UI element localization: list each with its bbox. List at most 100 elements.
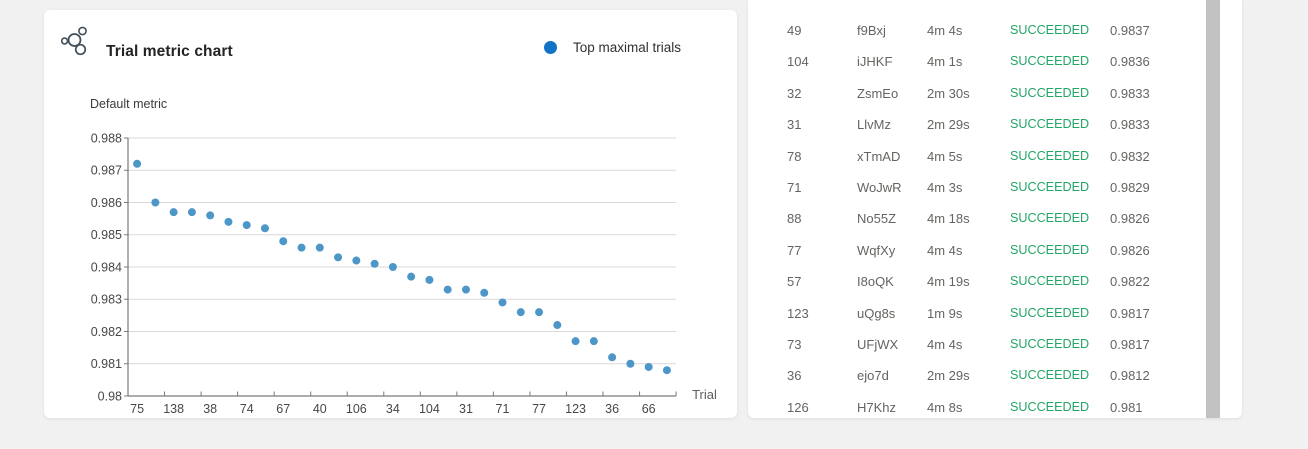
trial-metric-cell: 0.9832 <box>1110 148 1150 164</box>
x-axis-tick-label: 106 <box>346 402 367 416</box>
chart-card-header: Trial metric chart Top maximal trials <box>44 10 737 80</box>
scatter-point[interactable] <box>443 285 452 294</box>
trial-status-badge: SUCCEEDED <box>1010 399 1090 414</box>
trial-status-badge: SUCCEEDED <box>1010 305 1090 320</box>
trial-metric-cell: 0.9833 <box>1110 85 1150 101</box>
trial-duration-cell: 4m 1s <box>927 54 963 70</box>
trial-id-cell: WoJwR <box>857 180 902 195</box>
x-axis-tick-label: 38 <box>203 402 217 416</box>
y-axis-tick-label: 0.984 <box>91 260 122 274</box>
trial-number-cell: 88 <box>787 211 802 227</box>
y-axis-tick-label: 0.983 <box>91 293 122 307</box>
trial-duration-cell: 1m 9s <box>927 305 963 321</box>
table-row[interactable]: 57 I8oQK 4m 19s SUCCEEDED 0.9822 <box>748 266 1242 297</box>
scatter-point[interactable] <box>334 253 343 262</box>
chart-title: Trial metric chart <box>106 43 233 60</box>
trial-id-cell: iJHKF <box>857 54 893 70</box>
scatter-point[interactable] <box>498 298 507 307</box>
y-axis-tick-label: 0.982 <box>91 325 122 339</box>
trial-id-cell: uQg8s <box>857 305 896 321</box>
scatter-point[interactable] <box>260 224 269 233</box>
scatter-point[interactable] <box>315 243 324 252</box>
trial-number-cell: 32 <box>787 85 802 101</box>
y-axis-tick-label: 0.988 <box>91 131 122 145</box>
scatter-point[interactable] <box>297 243 306 252</box>
trial-metric-cell: 0.9837 <box>1110 23 1150 38</box>
trial-duration-cell: 4m 18s <box>927 211 970 227</box>
scatter-point[interactable] <box>151 198 160 207</box>
trial-duration-cell: 2m 29s <box>927 117 970 133</box>
y-axis-tick-label: 0.986 <box>91 196 122 210</box>
table-row[interactable]: 77 WqfXy 4m 4s SUCCEEDED 0.9826 <box>748 235 1242 266</box>
trial-duration-cell: 4m 4s <box>927 242 963 258</box>
x-axis-title: Trial <box>692 387 717 402</box>
scatter-point[interactable] <box>425 275 434 284</box>
scatter-point[interactable] <box>461 285 470 294</box>
trial-number-cell: 123 <box>787 305 809 321</box>
scatter-point[interactable] <box>535 308 544 317</box>
scatter-point[interactable] <box>662 366 671 375</box>
trial-metric-cell: 0.9822 <box>1110 274 1150 290</box>
table-row[interactable]: 49 f9Bxj 4m 4s SUCCEEDED 0.9837 <box>748 15 1242 46</box>
trial-status-badge: SUCCEEDED <box>1010 242 1090 257</box>
scatter-point[interactable] <box>169 208 178 217</box>
y-axis-tick-label: 0.98 <box>98 389 122 403</box>
table-row[interactable]: 88 No55Z 4m 18s SUCCEEDED 0.9826 <box>748 203 1242 234</box>
table-scrollbar[interactable] <box>1206 0 1223 418</box>
table-row[interactable]: 104 iJHKF 4m 1s SUCCEEDED 0.9836 <box>748 46 1242 77</box>
trial-id-cell: f9Bxj <box>857 23 886 38</box>
scatter-point[interactable] <box>571 337 580 346</box>
scatter-point[interactable] <box>133 159 142 168</box>
scatter-point[interactable] <box>370 259 379 268</box>
scatter-point[interactable] <box>388 263 397 271</box>
scrollbar-thumb[interactable] <box>1206 0 1220 418</box>
table-row[interactable]: 73 UFjWX 4m 4s SUCCEEDED 0.9817 <box>748 329 1242 360</box>
trial-duration-cell: 4m 3s <box>927 180 963 195</box>
scatter-point[interactable] <box>187 208 196 217</box>
table-row[interactable]: 71 WoJwR 4m 3s SUCCEEDED 0.9829 <box>748 172 1242 203</box>
trial-duration-cell: 4m 4s <box>927 337 963 352</box>
x-axis-tick-label: 71 <box>496 402 510 416</box>
trial-status-badge: SUCCEEDED <box>1010 337 1090 351</box>
table-row[interactable]: 31 LlvMz 2m 29s SUCCEEDED 0.9833 <box>748 109 1242 140</box>
table-row[interactable]: 126 H7Khz 4m 8s SUCCEEDED 0.981 <box>748 392 1242 423</box>
scatter-point[interactable] <box>407 272 416 281</box>
trial-number-cell: 71 <box>787 180 802 195</box>
x-axis-tick-label: 31 <box>459 402 473 416</box>
x-axis-tick-label: 77 <box>532 402 546 416</box>
x-axis-tick-label: 67 <box>276 402 290 416</box>
scatter-point[interactable] <box>480 288 489 297</box>
scatter-point[interactable] <box>589 337 598 346</box>
scatter-point[interactable] <box>608 353 617 362</box>
scatter-point[interactable] <box>242 221 251 230</box>
table-row[interactable]: 36 ejo7d 2m 29s SUCCEEDED 0.9812 <box>748 360 1242 391</box>
scatter-point[interactable] <box>644 362 653 371</box>
scatter-point[interactable] <box>224 217 233 226</box>
scatter-point[interactable] <box>553 321 562 330</box>
trial-metric-cell: 0.9826 <box>1110 211 1150 227</box>
trial-number-cell: 77 <box>787 242 802 258</box>
trial-duration-cell: 4m 4s <box>927 23 963 38</box>
table-row[interactable]: 78 xTmAD 4m 5s SUCCEEDED 0.9832 <box>748 141 1242 172</box>
trial-status-badge: SUCCEEDED <box>1010 368 1090 383</box>
scatter-point[interactable] <box>206 211 215 220</box>
scatter-point[interactable] <box>352 256 361 265</box>
trial-id-cell: No55Z <box>857 211 897 227</box>
trial-metric-cell: 0.9817 <box>1110 337 1150 352</box>
trial-number-cell: 57 <box>787 274 802 290</box>
y-axis-title: Default metric <box>90 97 168 111</box>
trial-number-cell: 104 <box>787 54 809 70</box>
scatter-point[interactable] <box>279 237 288 246</box>
trial-metric-scatter-chart[interactable]: 0.9880.9870.9860.9850.9840.9830.9820.981… <box>44 128 737 428</box>
trial-metric-cell: 0.9829 <box>1110 180 1150 195</box>
trial-status-badge: SUCCEEDED <box>1010 117 1090 132</box>
scatter-point[interactable] <box>516 308 525 317</box>
trial-duration-cell: 2m 30s <box>927 85 970 101</box>
x-axis-tick-label: 36 <box>605 402 619 416</box>
x-axis-tick-label: 40 <box>313 402 327 416</box>
x-axis-tick-label: 104 <box>419 402 440 416</box>
scatter-point[interactable] <box>626 359 635 368</box>
table-row[interactable]: 32 ZsmEo 2m 30s SUCCEEDED 0.9833 <box>748 78 1242 109</box>
table-row[interactable]: 123 uQg8s 1m 9s SUCCEEDED 0.9817 <box>748 298 1242 329</box>
legend-item-top-maximal-trials[interactable]: Top maximal trials <box>544 40 681 55</box>
